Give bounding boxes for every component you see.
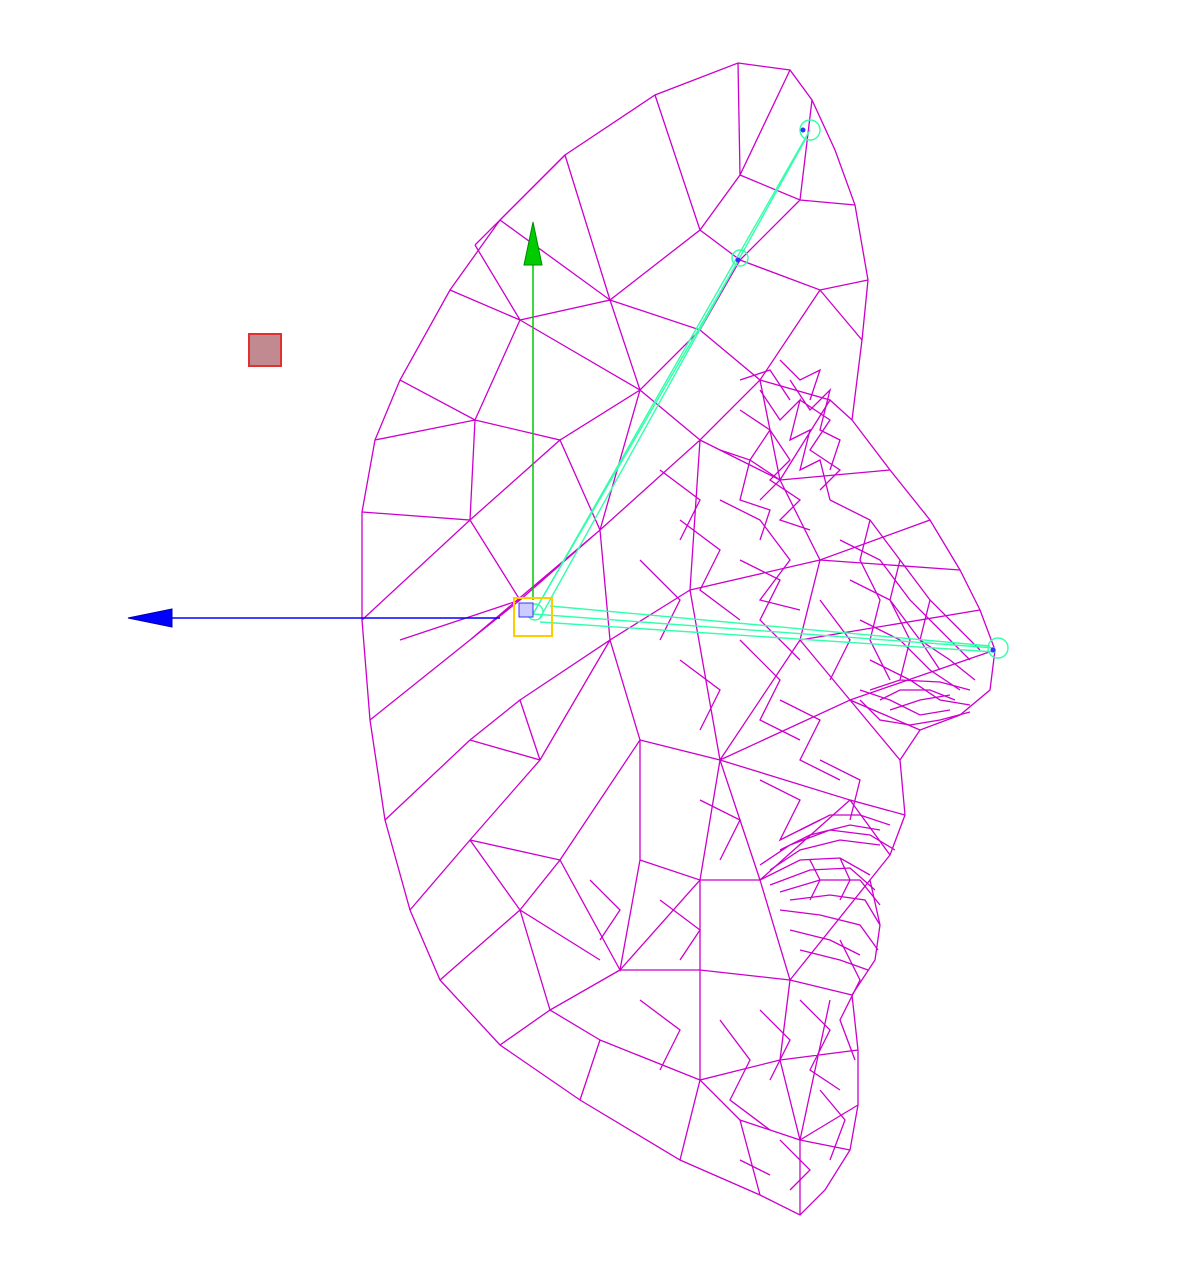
gizmo-y-axis-arrow-icon[interactable] xyxy=(523,221,543,266)
joint-centers xyxy=(735,127,996,653)
bone-to-nose-2 xyxy=(539,621,996,653)
bone-to-nose-3 xyxy=(549,605,991,647)
brow-joint[interactable] xyxy=(799,119,821,141)
mesh-lines-cheek xyxy=(589,469,861,1191)
mesh-lines-eye xyxy=(719,359,842,541)
nose-joint[interactable] xyxy=(987,637,1009,659)
mesh-lines-outer xyxy=(361,62,996,1215)
mesh-lines-nose xyxy=(829,499,981,726)
translate-gizmo[interactable] xyxy=(127,221,553,637)
face-outline xyxy=(361,62,996,1216)
gizmo-center-inner xyxy=(518,602,534,618)
bone-to-nose xyxy=(532,613,996,649)
bone-to-eye xyxy=(532,257,741,615)
face-wireframe-mesh[interactable] xyxy=(361,62,996,1216)
bone-to-brow-2 xyxy=(539,139,806,619)
gizmo-z-axis-arrow-icon[interactable] xyxy=(127,608,173,628)
light-marker-icon[interactable] xyxy=(248,333,282,367)
rig-skeleton[interactable] xyxy=(526,119,1009,659)
gizmo-center-handle[interactable] xyxy=(513,597,553,637)
mesh-lines-lips xyxy=(759,814,896,971)
eye-joint[interactable] xyxy=(731,249,749,267)
